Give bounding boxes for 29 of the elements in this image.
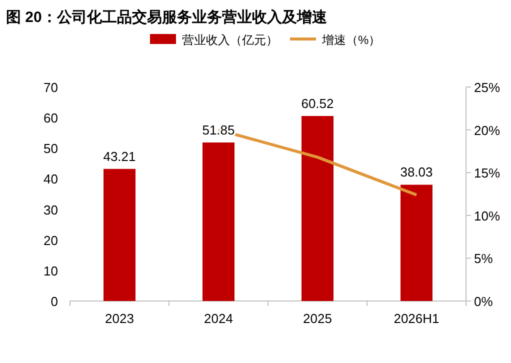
data-label: 51.85 xyxy=(202,122,235,138)
y-tick-label: 50 xyxy=(44,141,58,156)
x-tick-label: 2024 xyxy=(204,311,233,326)
legend-label: 营业收入（亿元） xyxy=(182,33,278,47)
y-tick-label: 10 xyxy=(44,263,58,278)
y2-tick-label: 5% xyxy=(474,251,494,266)
y-tick-label: 20 xyxy=(44,232,58,248)
bar xyxy=(104,168,136,301)
data-label: 43.21 xyxy=(103,148,136,164)
bar xyxy=(202,142,234,301)
legend-label: 增速（%） xyxy=(321,33,381,47)
x-tick-label: 2023 xyxy=(105,311,134,326)
y2-tick-label: 0% xyxy=(474,294,494,309)
data-label: 38.03 xyxy=(400,164,433,180)
y-tick-label: 0 xyxy=(50,294,58,309)
x-tick-label: 2026H1 xyxy=(394,311,440,326)
y-tick-label: 30 xyxy=(44,202,58,218)
y2-tick-label: 20% xyxy=(474,122,500,138)
chart-title: 图 20：公司化工品交易服务业务营业收入及增速 xyxy=(6,8,328,26)
y-tick-label: 70 xyxy=(44,80,58,95)
y2-tick-label: 10% xyxy=(474,208,500,224)
y2-tick-label: 25% xyxy=(474,80,500,95)
x-tick-label: 2025 xyxy=(303,311,332,326)
data-label: 60.52 xyxy=(301,96,334,111)
bar xyxy=(400,184,432,301)
y-tick-label: 60 xyxy=(44,110,58,126)
y-tick-label: 40 xyxy=(44,172,58,187)
y2-tick-label: 15% xyxy=(474,166,500,181)
bar xyxy=(302,116,334,301)
